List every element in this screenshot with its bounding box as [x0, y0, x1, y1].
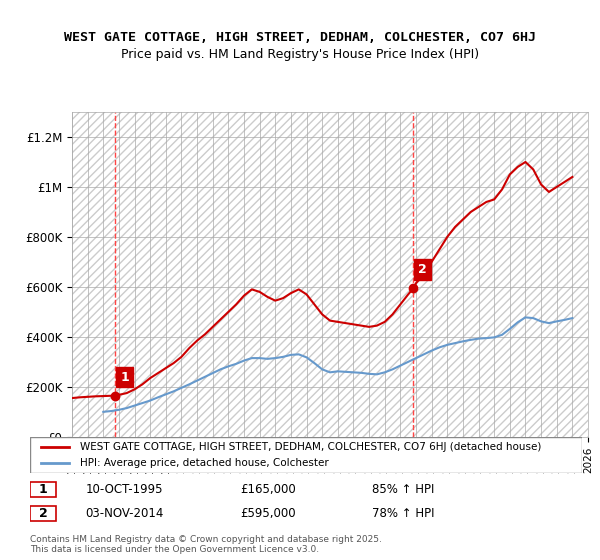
Text: 10-OCT-1995: 10-OCT-1995: [85, 483, 163, 496]
Text: WEST GATE COTTAGE, HIGH STREET, DEDHAM, COLCHESTER, CO7 6HJ: WEST GATE COTTAGE, HIGH STREET, DEDHAM, …: [64, 31, 536, 44]
Text: 85% ↑ HPI: 85% ↑ HPI: [372, 483, 434, 496]
FancyBboxPatch shape: [30, 506, 56, 521]
Text: £595,000: £595,000: [240, 507, 295, 520]
FancyBboxPatch shape: [30, 437, 582, 473]
Text: HPI: Average price, detached house, Colchester: HPI: Average price, detached house, Colc…: [80, 458, 328, 468]
Text: Price paid vs. HM Land Registry's House Price Index (HPI): Price paid vs. HM Land Registry's House …: [121, 48, 479, 60]
Text: £165,000: £165,000: [240, 483, 296, 496]
Text: WEST GATE COTTAGE, HIGH STREET, DEDHAM, COLCHESTER, CO7 6HJ (detached house): WEST GATE COTTAGE, HIGH STREET, DEDHAM, …: [80, 442, 541, 452]
Text: 2: 2: [39, 507, 47, 520]
Text: 78% ↑ HPI: 78% ↑ HPI: [372, 507, 435, 520]
FancyBboxPatch shape: [30, 482, 56, 497]
Text: Contains HM Land Registry data © Crown copyright and database right 2025.
This d: Contains HM Land Registry data © Crown c…: [30, 535, 382, 554]
Text: 1: 1: [39, 483, 47, 496]
Text: 1: 1: [120, 371, 129, 384]
Text: 2: 2: [418, 263, 427, 276]
Text: 03-NOV-2014: 03-NOV-2014: [85, 507, 164, 520]
